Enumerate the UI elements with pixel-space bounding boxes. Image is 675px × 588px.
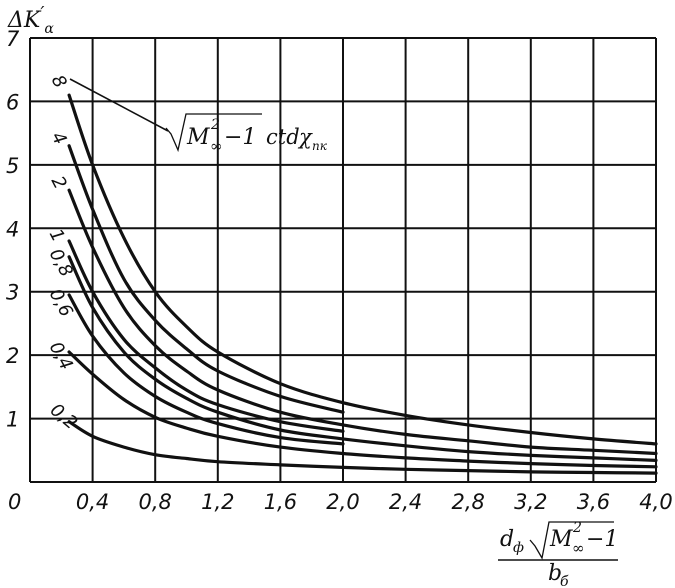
- x-axis-title: d ф M 2 ∞ −1 b б: [498, 520, 618, 588]
- series-label: 0,2: [46, 399, 81, 433]
- x-tick-label: 1,6: [264, 490, 297, 514]
- y-tick-label: 3: [6, 281, 19, 305]
- svg-text:χ: χ: [297, 125, 313, 149]
- svg-text:ctd: ctd: [266, 125, 300, 149]
- series-line-0-6: [67, 293, 345, 446]
- svg-text:б: б: [560, 574, 569, 588]
- series-label: 8: [47, 72, 71, 92]
- svg-text:∞: ∞: [572, 539, 585, 557]
- y-tick-label: 7: [6, 27, 20, 51]
- series-line-0-2: [67, 420, 658, 475]
- y-tick-label: 1: [6, 408, 19, 432]
- x-tick-label: 0: [8, 490, 21, 514]
- svg-text:−1: −1: [224, 125, 256, 150]
- svg-text:b: b: [548, 561, 562, 586]
- svg-text:M: M: [549, 527, 573, 552]
- x-tick-label: 3,6: [577, 490, 610, 514]
- y-tick-label: 2: [6, 344, 19, 368]
- series-line-8: [67, 93, 658, 446]
- svg-text:−1: −1: [586, 527, 618, 552]
- series-line-0-8: [67, 255, 658, 462]
- series-line-2: [67, 188, 658, 456]
- svg-text:2: 2: [572, 520, 582, 536]
- y-axis-title: ΔK′α: [7, 3, 54, 37]
- x-tick-label: 2,0: [326, 490, 359, 514]
- series-label: 4: [47, 128, 71, 148]
- svg-text:∞: ∞: [210, 137, 223, 155]
- svg-text:ф: ф: [513, 540, 524, 556]
- grid: [29, 37, 657, 483]
- tick-labels: 0 0,4 0,8 1,2 1,6 2,0 2,4 2,8 3,2 3,6 4,0 1 2 3 4 5 6 7: [6, 27, 673, 514]
- y-tick-label: 5: [6, 154, 19, 178]
- x-tick-label: 1,2: [201, 490, 234, 514]
- y-tick-label: 4: [6, 217, 19, 241]
- svg-text:M: M: [186, 125, 210, 150]
- series-label: 0,6: [45, 285, 77, 320]
- x-tick-label: 0,4: [76, 490, 109, 514]
- x-tick-label: 2,8: [451, 490, 484, 514]
- series-line-4: [67, 144, 345, 414]
- series-label: 0,4: [45, 338, 77, 373]
- x-tick-label: 2,4: [389, 490, 422, 514]
- x-tick-label: 4,0: [639, 490, 672, 514]
- parameter-label: M 2 ∞ −1 ctd χ пк: [165, 113, 328, 155]
- annotation-leader: [69, 78, 169, 132]
- y-tick-label: 6: [6, 90, 19, 114]
- x-tick-label: 0,8: [138, 490, 171, 514]
- series-line-1: [67, 239, 345, 433]
- series-line-0-4: [67, 350, 658, 469]
- svg-text:2: 2: [210, 117, 220, 133]
- svg-text:пк: пк: [312, 139, 328, 153]
- series-label: 2: [47, 173, 71, 193]
- svg-text:d: d: [500, 527, 514, 552]
- x-tick-label: 3,2: [514, 490, 547, 514]
